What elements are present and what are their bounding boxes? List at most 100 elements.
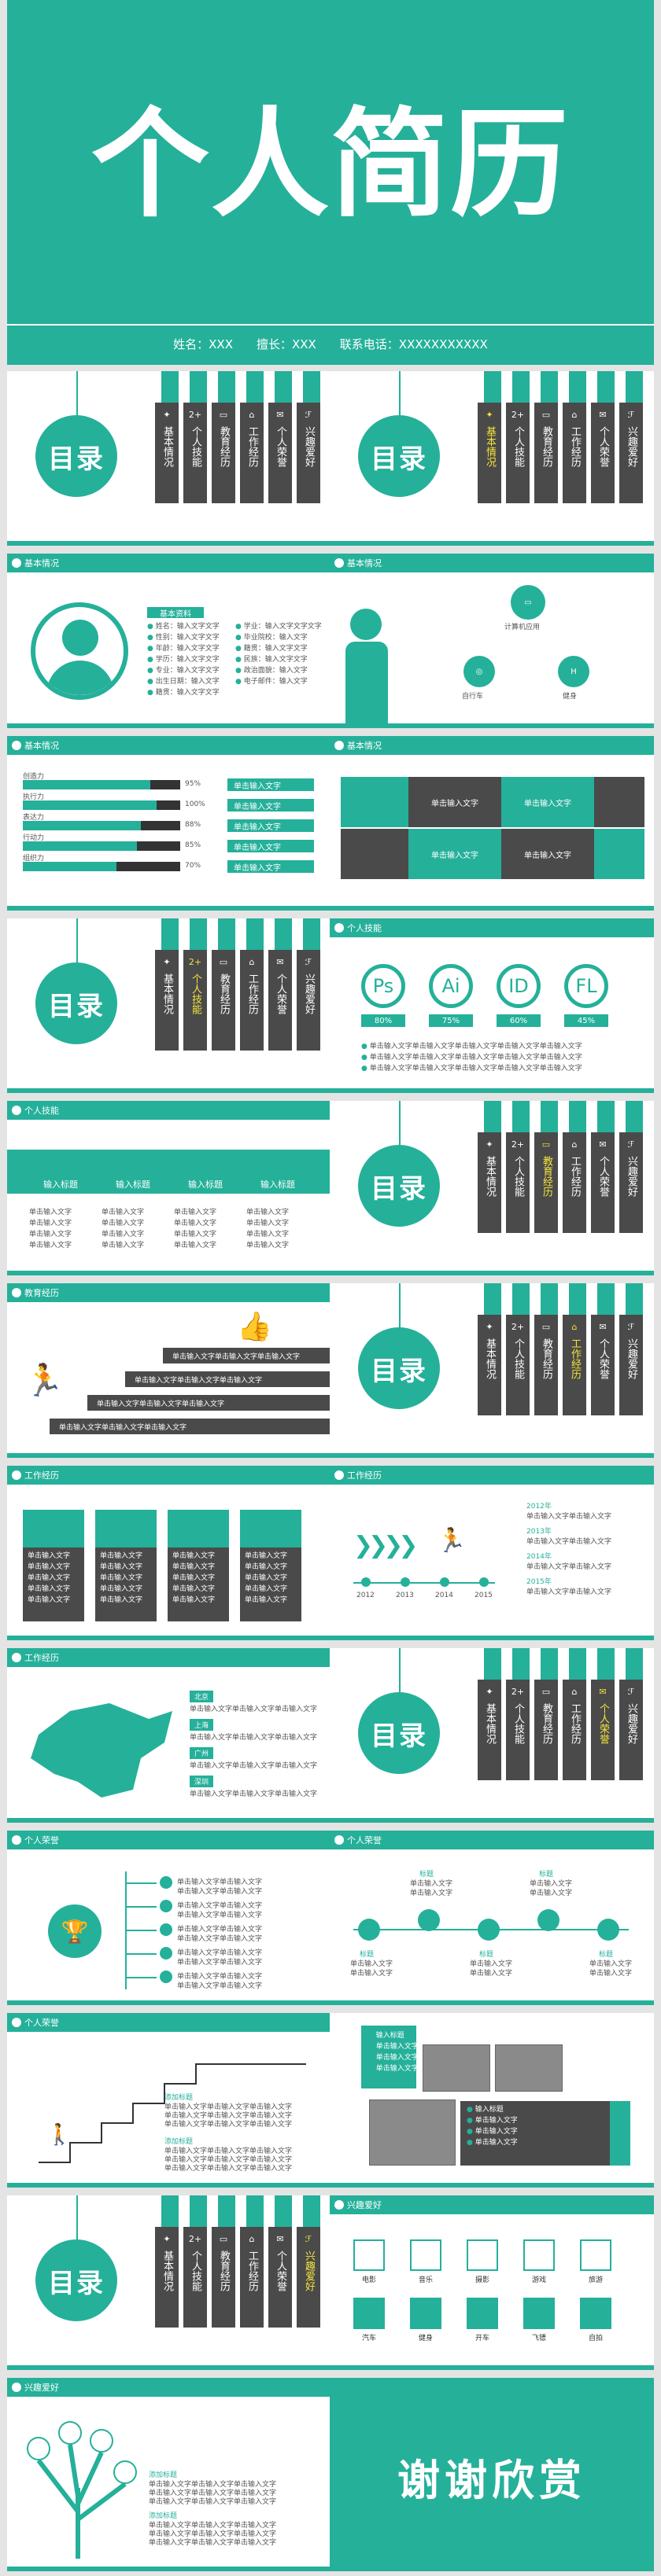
toc-item: ℱ 兴趣爱好 xyxy=(297,403,320,503)
info-row: 籍贯：输入文字文字 xyxy=(147,687,220,698)
toc-item: ℱ 兴趣爱好 xyxy=(619,1680,643,1780)
toc-item: 2+ 个人技能 xyxy=(506,403,530,503)
skill-text: 单击输入文字 xyxy=(102,1209,145,1216)
honor-title: 标题 xyxy=(419,1871,434,1879)
toc-item-label: 基本情况 xyxy=(484,1703,496,1744)
header-dot-icon xyxy=(334,1470,344,1480)
toc-item-icon: 2+ xyxy=(511,1139,525,1150)
skill-line: 单击输入文字单击输入文字单击输入文字单击输入文字单击输入文字 xyxy=(361,1063,582,1074)
basic-info-slide: 基本情况 基本资料 姓名：输入文字文字性别：输入文字文字年龄：输入文字文字学历：… xyxy=(7,554,331,728)
toc-item: ✦ 基本情况 xyxy=(155,2227,179,2328)
bar-label: 创造力 xyxy=(23,773,45,781)
timeline-dot xyxy=(401,1577,410,1587)
toc-item: ⌂ 工作经历 xyxy=(563,1680,586,1780)
toc-item: ✉ 个人荣誉 xyxy=(591,1315,615,1415)
info-row: 姓名：输入文字文字 xyxy=(147,621,220,632)
toc-item: ✦ 基本情况 xyxy=(155,403,179,503)
timeline-dot xyxy=(361,1577,371,1587)
work-card-text: 单击输入文字 单击输入文字 单击输入文字 单击输入文字 单击输入文字 xyxy=(168,1547,229,1621)
toc-item-label: 工作经历 xyxy=(246,973,258,1014)
toc-item-label: 个人技能 xyxy=(512,426,524,467)
work-card: 单击输入文字 单击输入文字 单击输入文字 单击输入文字 单击输入文字 xyxy=(168,1510,229,1621)
toc-item-label: 兴趣爱好 xyxy=(626,1703,637,1744)
stairs-text: 单击输入文字单击输入文字单击输入文字 xyxy=(164,2121,293,2129)
timeline-entry-year: 2012年 xyxy=(526,1503,552,1511)
toc-title: 目录 xyxy=(35,2239,117,2321)
skill-text: 单击输入文字 xyxy=(102,1242,145,1249)
hobby-icon xyxy=(467,2298,498,2329)
bar-pill: 单击输入文字 xyxy=(227,860,314,873)
toc-item-label: 教育经历 xyxy=(541,1703,552,1744)
toc-item-icon: ✉ xyxy=(599,1322,607,1332)
map-slide: 工作经历 北京 单击输入文字单击输入文字单击输入文字 上海 单击输入文字单击输入文字单… xyxy=(7,1648,331,1823)
toc-item-label: 个人技能 xyxy=(512,1338,524,1379)
trophy-icon xyxy=(597,1919,619,1941)
work-card-text: 单击输入文字 单击输入文字 单击输入文字 单击输入文字 单击输入文字 xyxy=(240,1547,301,1621)
basic-info-slide-2: 基本情况 ▭ 计算机应用 ◎ 自行车 H 健身 xyxy=(330,554,654,728)
toc-item-icon: ✦ xyxy=(163,410,171,420)
slide-header: 基本情况 xyxy=(7,736,331,755)
hobby-label: 汽车 xyxy=(361,2335,376,2342)
toc-item-icon: ▭ xyxy=(219,2234,228,2244)
honor-text: 单击输入文字 xyxy=(589,1960,633,1968)
toc-item-label: 个人技能 xyxy=(512,1156,524,1197)
climber-icon: 🚶 xyxy=(46,2123,72,2147)
hobby-label: 摄影 xyxy=(475,2276,489,2284)
trophy-icon xyxy=(478,1919,500,1941)
runner-icon: 🏃 xyxy=(24,1363,64,1399)
honor-text: 单击输入文字 xyxy=(470,1970,513,1978)
bar-fill xyxy=(23,821,141,830)
photo xyxy=(495,2044,563,2092)
honor-text: 单击输入文字单击输入文字 xyxy=(177,1888,263,1896)
toc-item-label: 个人荣誉 xyxy=(597,1338,609,1379)
toc-item-icon: ▭ xyxy=(541,410,551,420)
slide-header: 基本情况 xyxy=(330,554,654,572)
toc-item: ✉ 个人荣誉 xyxy=(591,1132,615,1233)
bar-fill xyxy=(23,862,116,871)
bar-label: 表达力 xyxy=(23,814,45,822)
toc-slide: 目录 ✦ 基本情况 2+ 个人技能 ▭ 教育经历 ⌂ 工作经历 ✉ 个人荣誉 ℱ 兴趣爱好 xyxy=(7,2195,331,2370)
fitness-icon: H xyxy=(558,656,589,687)
header-dot-icon xyxy=(334,558,344,568)
trophy-icon xyxy=(160,1876,172,1889)
toc-title: 目录 xyxy=(358,415,440,497)
toc-item-icon: ✉ xyxy=(599,1687,607,1697)
thanks-title: 谢谢欣赏 xyxy=(397,2456,586,2505)
honor-text: 单击输入文字 xyxy=(470,1960,513,1968)
hobby-icon xyxy=(353,2298,385,2329)
toc-item-icon: ▭ xyxy=(541,1322,551,1332)
toc-item-label: 个人荣誉 xyxy=(597,1156,609,1197)
toc-item-label: 基本情况 xyxy=(484,426,496,467)
toc-item-label: 工作经历 xyxy=(569,1338,581,1379)
toc-item-label: 教育经历 xyxy=(218,2250,230,2291)
toc-item: ✉ 个人荣誉 xyxy=(591,1680,615,1780)
info-row: 出生日期：输入文字 xyxy=(147,676,220,687)
toc-item-label: 基本情况 xyxy=(484,1338,496,1379)
bar-fill xyxy=(23,841,137,851)
toc-item-icon: 2+ xyxy=(188,2234,202,2244)
honor-text: 单击输入文字单击输入文字 xyxy=(177,1959,263,1967)
toc-item-label: 个人技能 xyxy=(190,2250,201,2291)
skill-rings-slide: 个人技能 Ps 80% Ai 75% ID 60% FL 45% 单击输入文字单击输入文字单击… xyxy=(330,918,654,1093)
skill-text: 单击输入文字 xyxy=(246,1231,290,1238)
hobby-icon xyxy=(410,2239,441,2271)
info-title: 基本资料 xyxy=(147,607,204,619)
toc-item-icon: ✉ xyxy=(599,1139,607,1150)
toc-item-icon: ⌂ xyxy=(571,410,578,420)
stairs-title: 添加标题 xyxy=(164,2138,194,2146)
toc-slide: 目录 ✦ 基本情况 2+ 个人技能 ▭ 教育经历 ⌂ 工作经历 ✉ 个人荣誉 ℱ 兴趣爱好 xyxy=(330,371,654,546)
grid-cell xyxy=(341,829,408,879)
grid-cell xyxy=(594,829,644,879)
honor-title: 标题 xyxy=(479,1951,494,1959)
skill-text: 单击输入文字 xyxy=(29,1242,72,1249)
skill-text: 单击输入文字 xyxy=(174,1220,217,1227)
toc-item-icon: ⌂ xyxy=(249,410,255,420)
trophy-icon: 🏆 xyxy=(48,1904,102,1958)
honor-text: 单击输入文字单击输入文字 xyxy=(177,1935,263,1943)
honor-text: 单击输入文字 xyxy=(530,1890,573,1897)
header-dot-icon xyxy=(12,1653,21,1662)
trophy-icon xyxy=(537,1909,559,1931)
info-row: 毕业院校：输入文字 xyxy=(235,632,322,643)
cover-info-bar: 姓名：XXX 擅长：XXX 联系电话：XXXXXXXXXXX xyxy=(7,324,654,362)
toc-title: 目录 xyxy=(35,415,117,497)
